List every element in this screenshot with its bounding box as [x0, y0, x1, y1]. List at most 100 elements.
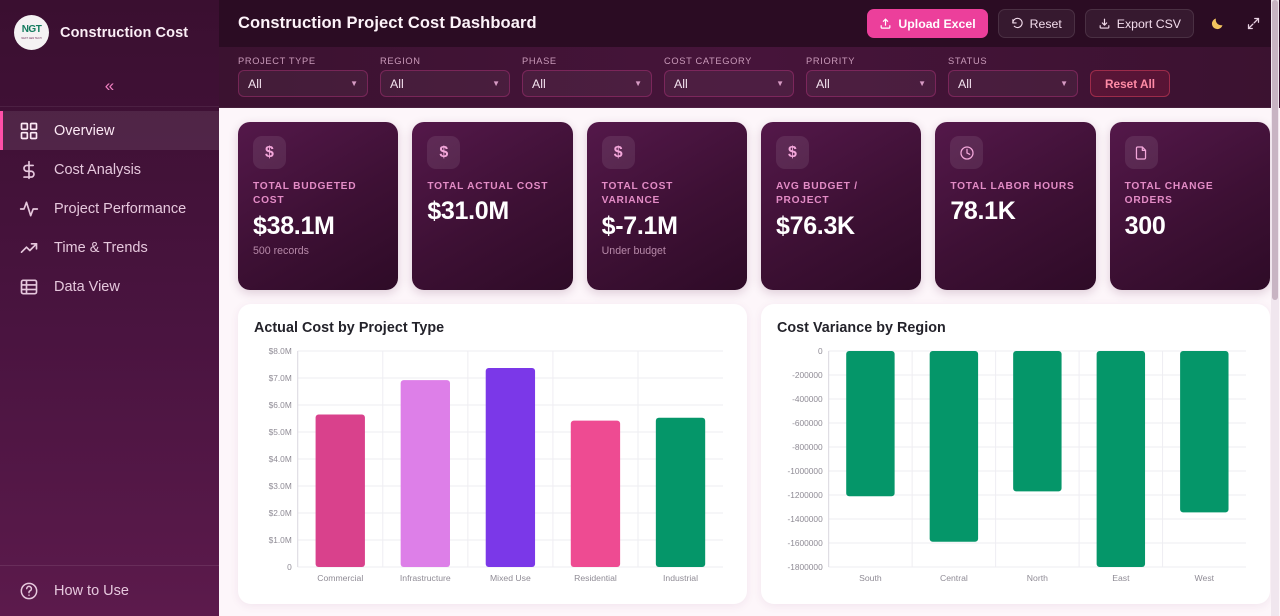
filter-cost-category-select[interactable]: All ▼ [664, 70, 794, 97]
kpi-value: $31.0M [427, 197, 509, 226]
svg-text:Infrastructure: Infrastructure [400, 573, 451, 583]
svg-text:0: 0 [287, 562, 292, 572]
sidebar-collapse-button[interactable]: « [0, 65, 219, 107]
kpi-row: $ TOTAL BUDGETED COST $38.1M 500 records… [238, 122, 1270, 290]
bar-chart-cost-variance[interactable]: 0 -200000 -400000 -600000 -800000 -1000000 -12… [777, 345, 1254, 593]
filter-value: All [816, 76, 830, 91]
download-icon [1098, 17, 1111, 30]
kpi-card-avg-budget-per-project: $ AVG BUDGET / PROJECT $76.3K [760, 122, 922, 290]
chart-title: Actual Cost by Project Type [254, 320, 445, 336]
sidebar-item-label: Time & Trends [54, 239, 148, 256]
chevron-down-icon: ▼ [776, 79, 784, 88]
sidebar-item-label: Project Performance [54, 200, 187, 217]
sidebar: NGT NEXT GEN TECH Construction Cost « Ov… [0, 0, 219, 616]
charts-row: Actual Cost by Project Type 0 $1.0M $2.0M $… [238, 304, 1270, 604]
filter-label: REGION [380, 56, 421, 66]
svg-text:West: West [1195, 573, 1215, 583]
grid-icon [19, 121, 39, 141]
svg-text:-1000000: -1000000 [787, 466, 823, 476]
filter-region-select[interactable]: All ▼ [380, 70, 510, 97]
sidebar-item-overview[interactable]: Overview [0, 111, 219, 150]
chart-plot-area: 0 -200000 -400000 -600000 -800000 -1000000 -12… [777, 345, 1254, 593]
app-header: Construction Project Cost Dashboard Uplo… [219, 0, 1280, 47]
filter-label: PRIORITY [806, 56, 856, 66]
expand-icon[interactable] [1240, 11, 1266, 37]
chart-title: Cost Variance by Region [777, 320, 946, 336]
dollar-icon [19, 160, 39, 180]
chevron-down-icon: ▼ [492, 79, 500, 88]
chart-panel-cost-variance-by-region: Cost Variance by Region 0 -200000 -400000 -… [761, 304, 1270, 604]
dollar-icon: $ [601, 136, 635, 169]
logo-subtext: NEXT GEN TECH [21, 36, 42, 40]
svg-text:$5.0M: $5.0M [269, 427, 292, 437]
export-csv-button[interactable]: Export CSV [1084, 9, 1194, 38]
filter-project-type-select[interactable]: All ▼ [238, 70, 368, 97]
kpi-value: 78.1K [950, 197, 1016, 226]
filter-value: All [674, 76, 688, 91]
filter-label: STATUS [948, 56, 988, 66]
kpi-card-total-actual-cost: $ TOTAL ACTUAL COST $31.0M [412, 122, 573, 290]
bar-chart-actual-cost[interactable]: 0 $1.0M $2.0M $3.0M $4.0M $5.0M $6.0M $7.0M $8.0… [254, 345, 731, 593]
svg-text:South: South [859, 573, 882, 583]
brand-name: Construction Cost [60, 24, 189, 41]
help-circle-icon [19, 581, 39, 601]
svg-text:-800000: -800000 [792, 442, 823, 452]
svg-text:$1.0M: $1.0M [269, 535, 292, 545]
dollar-icon: $ [253, 136, 286, 169]
clock-icon [950, 136, 984, 169]
filter-status-select[interactable]: All ▼ [948, 70, 1078, 97]
kpi-label: TOTAL ACTUAL COST [427, 181, 549, 192]
filter-phase-select[interactable]: All ▼ [522, 70, 652, 97]
chart-panel-actual-cost-by-project-type: Actual Cost by Project Type 0 $1.0M $2.0M $… [238, 304, 747, 604]
kpi-card-total-budgeted-cost: $ TOTAL BUDGETED COST $38.1M 500 records [238, 122, 399, 290]
sidebar-footer-label: How to Use [54, 583, 129, 599]
moon-icon[interactable] [1204, 11, 1230, 37]
svg-text:$6.0M: $6.0M [269, 400, 292, 410]
svg-text:$8.0M: $8.0M [269, 346, 292, 356]
svg-text:$3.0M: $3.0M [269, 481, 292, 491]
sidebar-brand: NGT NEXT GEN TECH Construction Cost [0, 0, 219, 65]
sidebar-item-project-performance[interactable]: Project Performance [0, 189, 219, 228]
filter-project-type: PROJECT TYPE All ▼ [238, 56, 368, 97]
kpi-label: AVG BUDGET / PROJECT [775, 181, 858, 207]
svg-text:-1600000: -1600000 [787, 538, 823, 548]
file-icon [1124, 136, 1158, 169]
kpi-label: TOTAL BUDGETED COST [253, 181, 357, 207]
filter-priority: PRIORITY All ▼ [806, 56, 936, 97]
kpi-card-total-change-orders: TOTAL CHANGE ORDERS 300 [1109, 122, 1270, 290]
sidebar-item-time-trends[interactable]: Time & Trends [0, 228, 219, 267]
svg-text:North: North [1027, 573, 1048, 583]
filter-priority-select[interactable]: All ▼ [806, 70, 936, 97]
dashboard-body: $ TOTAL BUDGETED COST $38.1M 500 records… [219, 108, 1280, 616]
svg-text:Central: Central [940, 573, 968, 583]
vertical-scrollbar[interactable] [1271, 0, 1279, 616]
sidebar-item-label: Cost Analysis [54, 161, 142, 178]
chevrons-left-icon: « [104, 75, 115, 95]
sidebar-how-to-use-button[interactable]: How to Use [0, 565, 219, 616]
filter-value: All [390, 76, 404, 91]
svg-text:Residential: Residential [574, 573, 617, 583]
reset-all-button[interactable]: Reset All [1090, 70, 1171, 97]
sidebar-item-cost-analysis[interactable]: Cost Analysis [0, 150, 219, 189]
reset-button[interactable]: Reset [997, 9, 1075, 38]
main-area: Construction Project Cost Dashboard Uplo… [219, 0, 1280, 616]
svg-text:Mixed Use: Mixed Use [490, 573, 531, 583]
kpi-value: $76.3K [775, 211, 855, 240]
kpi-value: 300 [1124, 211, 1166, 240]
svg-text:$7.0M: $7.0M [269, 373, 292, 383]
export-csv-label: Export CSV [1116, 16, 1181, 31]
svg-text:$2.0M: $2.0M [269, 508, 292, 518]
filter-label: COST CATEGORY [664, 56, 753, 66]
upload-excel-button[interactable]: Upload Excel [867, 9, 988, 38]
chevron-down-icon: ▼ [918, 79, 926, 88]
sidebar-item-data-view[interactable]: Data View [0, 267, 219, 306]
filter-phase: PHASE All ▼ [522, 56, 652, 97]
kpi-label: TOTAL COST VARIANCE [601, 181, 674, 207]
logo-text: NGT [21, 24, 42, 36]
filter-bar: PROJECT TYPE All ▼ REGION All ▼ PHASE Al… [219, 47, 1280, 108]
svg-text:-1200000: -1200000 [787, 490, 823, 500]
dollar-icon: $ [775, 136, 809, 169]
kpi-label: TOTAL LABOR HOURS [950, 181, 1075, 192]
scrollbar-thumb[interactable] [1272, 0, 1278, 300]
